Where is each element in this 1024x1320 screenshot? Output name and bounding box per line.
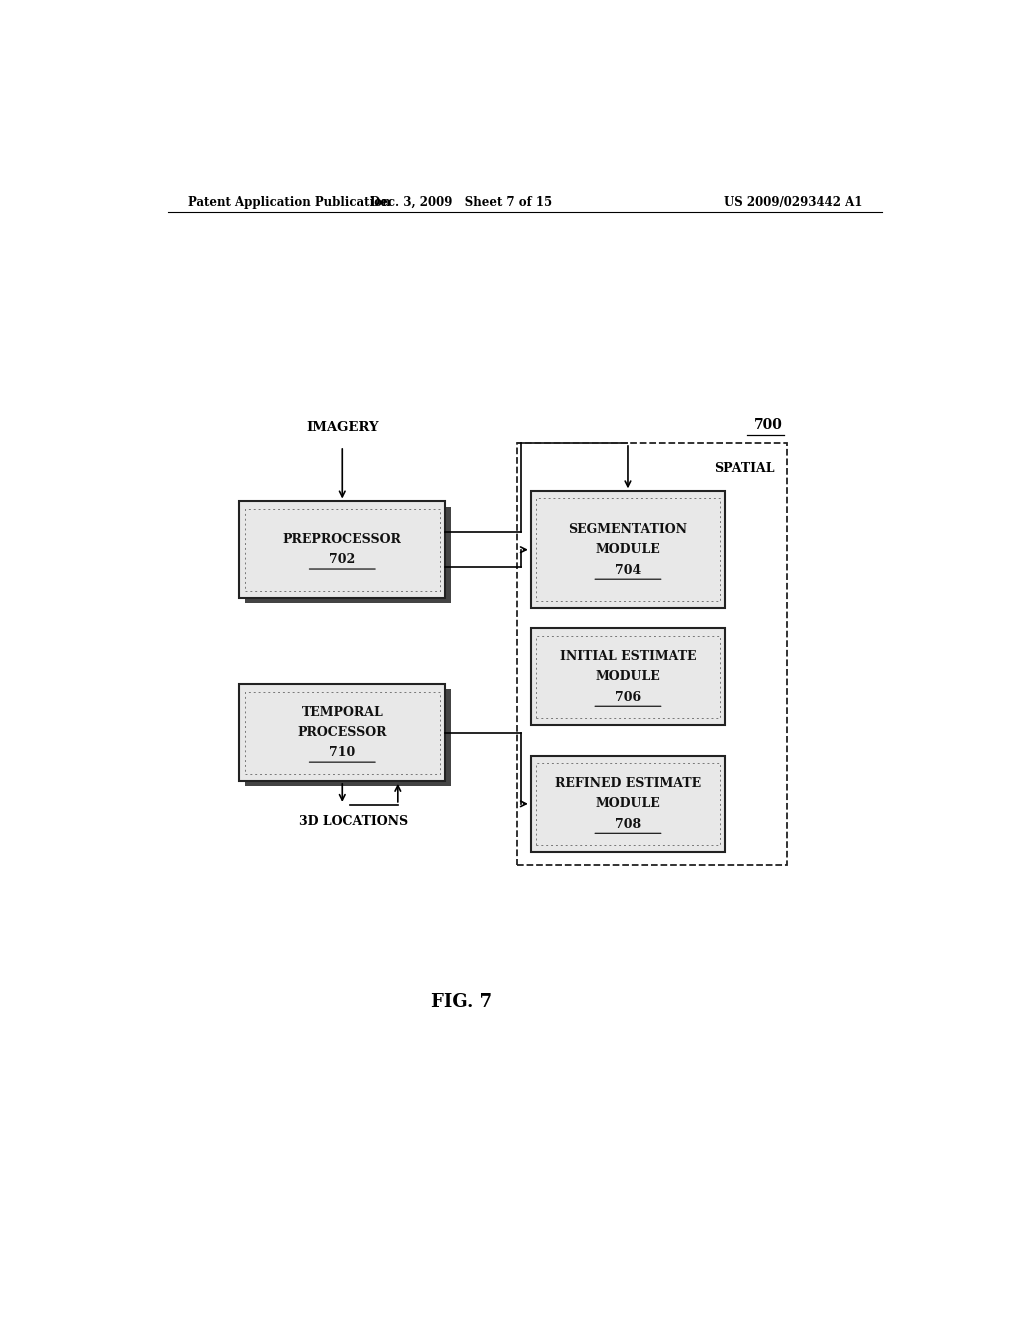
Text: 710: 710 <box>329 747 355 759</box>
Bar <box>530 491 725 609</box>
Text: SPATIAL: SPATIAL <box>715 462 775 475</box>
Text: Dec. 3, 2009   Sheet 7 of 15: Dec. 3, 2009 Sheet 7 of 15 <box>371 195 552 209</box>
Text: INITIAL ESTIMATE: INITIAL ESTIMATE <box>560 649 696 663</box>
Bar <box>537 499 720 601</box>
Text: 708: 708 <box>614 817 641 830</box>
Bar <box>240 684 445 781</box>
Text: 704: 704 <box>614 564 641 577</box>
Text: REFINED ESTIMATE: REFINED ESTIMATE <box>555 777 701 789</box>
Bar <box>245 689 451 785</box>
Text: 706: 706 <box>614 690 641 704</box>
Text: MODULE: MODULE <box>596 797 660 810</box>
Bar <box>245 507 451 603</box>
Text: 702: 702 <box>329 553 355 566</box>
Bar <box>240 502 445 598</box>
Bar <box>537 636 720 718</box>
Text: SEGMENTATION: SEGMENTATION <box>568 523 687 536</box>
Text: PROCESSOR: PROCESSOR <box>298 726 387 739</box>
Bar <box>517 444 786 865</box>
Bar <box>245 692 440 774</box>
Bar <box>537 763 720 845</box>
Text: Patent Application Publication: Patent Application Publication <box>187 195 390 209</box>
Text: TEMPORAL: TEMPORAL <box>301 706 383 719</box>
Text: FIG. 7: FIG. 7 <box>431 993 492 1011</box>
Bar <box>245 508 440 591</box>
Text: IMAGERY: IMAGERY <box>306 421 379 434</box>
Text: 3D LOCATIONS: 3D LOCATIONS <box>299 814 408 828</box>
Text: PREPROCESSOR: PREPROCESSOR <box>283 533 401 546</box>
Text: MODULE: MODULE <box>596 671 660 684</box>
Bar <box>530 755 725 853</box>
Text: MODULE: MODULE <box>596 544 660 556</box>
Text: 700: 700 <box>754 417 782 432</box>
Text: US 2009/0293442 A1: US 2009/0293442 A1 <box>724 195 862 209</box>
Bar <box>530 628 725 725</box>
